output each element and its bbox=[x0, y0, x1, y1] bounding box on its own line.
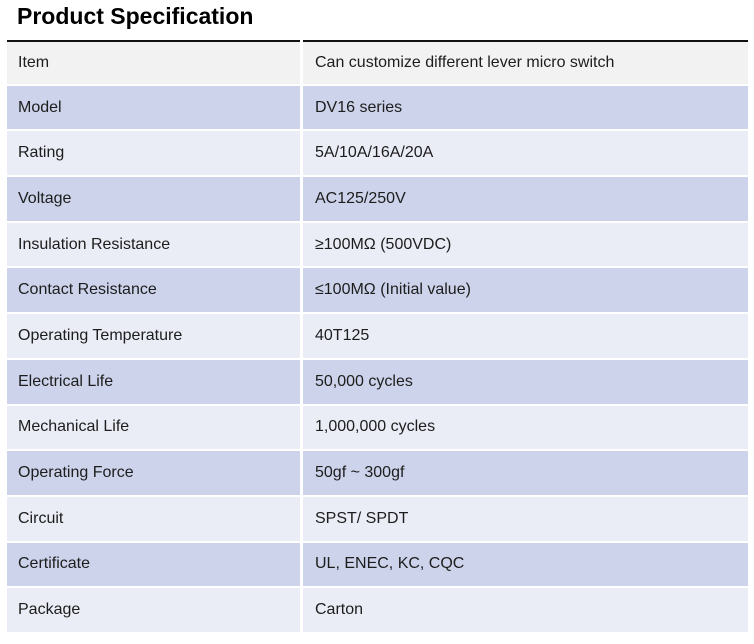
page-title: Product Specification bbox=[17, 3, 254, 29]
spec-label-cell: Rating bbox=[7, 131, 300, 176]
spec-label-cell: Insulation Resistance bbox=[7, 222, 300, 267]
spec-value-cell: SPST/ SPDT bbox=[303, 496, 748, 541]
spec-label-cell: Operating Temperature bbox=[7, 314, 300, 358]
spec-label-cell: Package bbox=[7, 588, 300, 632]
spec-label-cell: Model bbox=[7, 85, 300, 130]
spec-value-cell: 5A/10A/16A/20A bbox=[303, 131, 748, 176]
spec-label-cell: Circuit bbox=[7, 496, 300, 541]
spec-value-cell: Can customize different lever micro swit… bbox=[303, 40, 748, 84]
spec-value-cell: Carton bbox=[303, 588, 748, 632]
spec-value-cell: AC125/250V bbox=[303, 177, 748, 221]
spec-label-cell: Contact Resistance bbox=[7, 268, 300, 313]
spec-value-cell: DV16 series bbox=[303, 85, 748, 130]
spec-label-cell: Mechanical Life bbox=[7, 405, 300, 450]
spec-value-cell: 1,000,000 cycles bbox=[303, 405, 748, 450]
spec-label-cell: Item bbox=[7, 40, 300, 84]
spec-value-cell: ≤100MΩ (Initial value) bbox=[303, 268, 748, 313]
spec-value-cell: 50,000 cycles bbox=[303, 359, 748, 404]
spec-value-cell: 40T125 bbox=[303, 314, 748, 358]
spec-value-cell: UL, ENEC, KC, CQC bbox=[303, 542, 748, 587]
spec-label-cell: Voltage bbox=[7, 177, 300, 221]
spec-table: Item Can customize different lever micro… bbox=[7, 40, 748, 632]
spec-value-cell: 50gf ~ 300gf bbox=[303, 451, 748, 495]
spec-label-cell: Electrical Life bbox=[7, 359, 300, 404]
spec-value-cell: ≥100MΩ (500VDC) bbox=[303, 222, 748, 267]
spec-label-cell: Certificate bbox=[7, 542, 300, 587]
spec-label-cell: Operating Force bbox=[7, 451, 300, 495]
